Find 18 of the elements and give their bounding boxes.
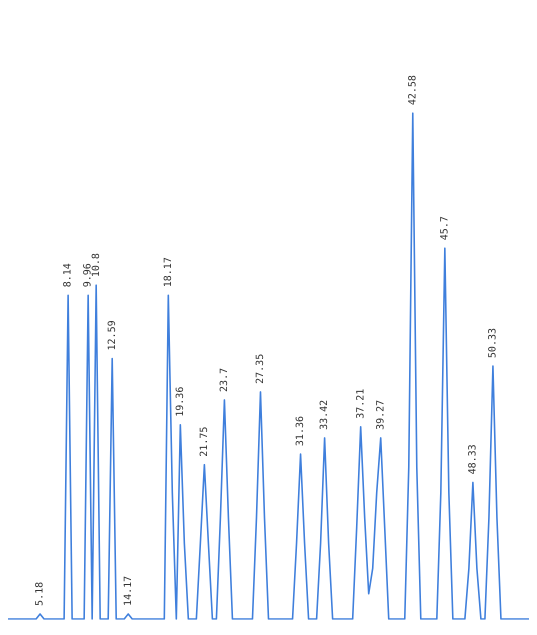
annotation: 50.33	[488, 328, 499, 358]
annotation: 5.18	[34, 582, 46, 606]
annotation: 12.59	[106, 320, 118, 350]
annotation: 37.21	[355, 388, 366, 419]
annotation: 45.7	[439, 216, 450, 240]
annotation: 14.17	[122, 576, 134, 606]
annotation: 19.36	[174, 386, 186, 417]
annotation: 27.35	[255, 354, 266, 384]
annotation: 31.36	[295, 416, 306, 446]
annotation: 10.8	[90, 253, 102, 278]
annotation: 23.7	[219, 368, 230, 392]
annotation: 42.58	[407, 75, 418, 106]
annotation: 8.14	[62, 263, 74, 288]
annotation: 18.17	[162, 257, 174, 288]
annotation: 48.33	[467, 444, 478, 474]
annotation: 21.75	[198, 426, 210, 457]
annotation: 33.42	[319, 400, 330, 430]
annotation: 39.27	[375, 400, 386, 430]
